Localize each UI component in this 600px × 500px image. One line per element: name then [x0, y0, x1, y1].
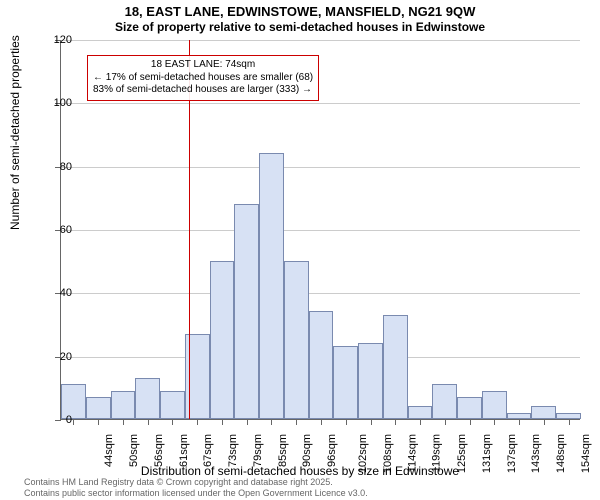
y-tick-label: 100	[42, 97, 72, 109]
histogram-bar	[284, 261, 309, 419]
annotation-line: 18 EAST LANE: 74sqm	[93, 59, 313, 72]
x-tick	[371, 419, 372, 425]
x-tick-label: 114sqm	[406, 434, 418, 472]
y-tick-label: 20	[42, 351, 72, 363]
x-tick	[123, 419, 124, 425]
x-tick-label: 125sqm	[456, 434, 468, 473]
x-tick	[494, 419, 495, 425]
x-tick-label: 131sqm	[481, 434, 493, 473]
histogram-bar	[135, 378, 160, 419]
gridline	[61, 40, 580, 41]
annotation-line: ← 17% of semi-detached houses are smalle…	[93, 72, 313, 85]
gridline	[61, 293, 580, 294]
x-tick	[395, 419, 396, 425]
x-tick	[222, 419, 223, 425]
x-tick-label: 102sqm	[357, 434, 369, 473]
gridline	[61, 103, 580, 104]
gridline	[61, 230, 580, 231]
x-tick	[346, 419, 347, 425]
y-tick-label: 80	[42, 161, 72, 173]
x-tick-label: 56sqm	[153, 434, 165, 467]
histogram-bar	[259, 153, 284, 419]
chart-title: 18, EAST LANE, EDWINSTOWE, MANSFIELD, NG…	[0, 4, 600, 19]
x-tick	[445, 419, 446, 425]
histogram-bar	[531, 406, 556, 419]
x-tick-label: 50sqm	[128, 434, 140, 467]
attribution-footer: Contains HM Land Registry data © Crown c…	[24, 477, 368, 498]
x-tick-label: 90sqm	[302, 434, 314, 467]
histogram-bar	[234, 204, 259, 419]
x-tick	[197, 419, 198, 425]
histogram-bar	[86, 397, 111, 419]
x-tick	[420, 419, 421, 425]
footer-line-1: Contains HM Land Registry data © Crown c…	[24, 477, 368, 487]
x-tick-label: 67sqm	[202, 434, 214, 467]
x-tick	[271, 419, 272, 425]
x-tick-label: 96sqm	[326, 434, 338, 467]
y-tick-label: 120	[42, 34, 72, 46]
y-tick-label: 40	[42, 287, 72, 299]
x-tick-label: 148sqm	[555, 434, 567, 473]
histogram-bar	[333, 346, 358, 419]
histogram-bar	[160, 391, 185, 420]
y-tick-label: 0	[42, 414, 72, 426]
annotation-line: 83% of semi-detached houses are larger (…	[93, 84, 313, 97]
annotation-box: 18 EAST LANE: 74sqm← 17% of semi-detache…	[87, 55, 319, 101]
x-tick	[148, 419, 149, 425]
x-tick-label: 73sqm	[227, 434, 239, 467]
x-tick-label: 108sqm	[382, 434, 394, 473]
x-tick-label: 79sqm	[252, 434, 264, 467]
histogram-bar	[309, 311, 334, 419]
x-tick-label: 85sqm	[277, 434, 289, 467]
y-axis-label: Number of semi-detached properties	[8, 35, 22, 230]
x-tick-label: 44sqm	[103, 434, 115, 467]
x-tick	[98, 419, 99, 425]
x-tick-label: 61sqm	[178, 434, 190, 467]
y-tick-label: 60	[42, 224, 72, 236]
chart-subtitle: Size of property relative to semi-detach…	[0, 20, 600, 34]
x-tick	[544, 419, 545, 425]
plot-area: 18 EAST LANE: 74sqm← 17% of semi-detache…	[60, 40, 580, 420]
x-tick	[247, 419, 248, 425]
histogram-bar	[408, 406, 433, 419]
x-tick-label: 143sqm	[530, 434, 542, 473]
footer-line-2: Contains public sector information licen…	[24, 488, 368, 498]
x-tick	[296, 419, 297, 425]
x-tick-label: 137sqm	[506, 434, 518, 473]
x-tick	[569, 419, 570, 425]
x-tick	[172, 419, 173, 425]
histogram-bar	[432, 384, 457, 419]
x-tick	[73, 419, 74, 425]
histogram-bar	[111, 391, 136, 420]
histogram-bar	[358, 343, 383, 419]
x-tick	[470, 419, 471, 425]
title-block: 18, EAST LANE, EDWINSTOWE, MANSFIELD, NG…	[0, 0, 600, 34]
x-tick	[519, 419, 520, 425]
histogram-bar	[383, 315, 408, 420]
x-tick-label: 119sqm	[431, 434, 443, 472]
histogram-bar	[457, 397, 482, 419]
histogram-bar	[482, 391, 507, 420]
gridline	[61, 167, 580, 168]
x-tick-label: 154sqm	[580, 434, 592, 473]
histogram-bar	[210, 261, 235, 419]
x-tick	[321, 419, 322, 425]
